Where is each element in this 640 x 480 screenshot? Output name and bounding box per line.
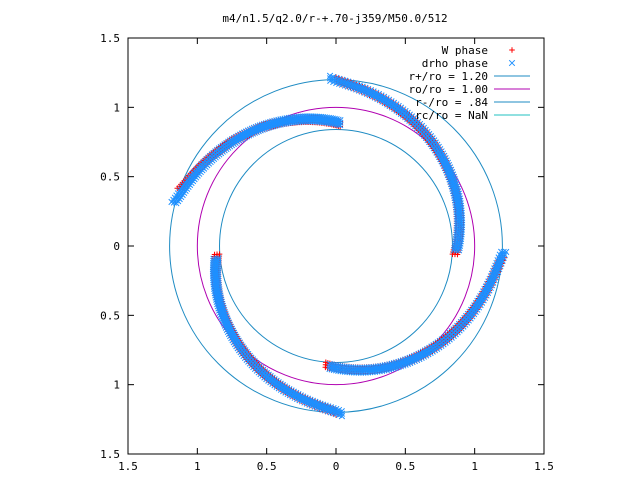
data-point	[252, 123, 260, 131]
data-point	[456, 244, 463, 252]
legend-entry-label: drho phase	[422, 57, 488, 70]
data-point	[219, 316, 226, 323]
axes-ticks: 1.5 1 0.5 0 0.5 1 1.51.510.500.511.5	[100, 32, 554, 473]
x-tick-label: 1	[471, 460, 478, 473]
data-point	[244, 127, 252, 134]
data-point	[212, 255, 220, 262]
data-point	[458, 209, 465, 217]
data-point	[242, 128, 250, 135]
x-tick-label: 0.5	[395, 460, 415, 473]
y-tick-label: 1.5	[100, 32, 120, 45]
x-tick-label: 1	[194, 460, 201, 473]
y-tick-label: 0.5	[100, 309, 120, 322]
y-tick-label: 1	[113, 379, 120, 392]
legend-entry-label: ro/ro = 1.00	[409, 83, 488, 96]
data-point	[509, 47, 515, 53]
data-point	[256, 122, 264, 129]
y-tick-label: 1	[113, 101, 120, 114]
data-point	[218, 313, 225, 321]
data-point	[335, 116, 342, 123]
x-tick-label: 1.5	[534, 460, 554, 473]
legend-entry-label: r-/ro = .84	[415, 96, 488, 109]
y-tick-label: 0	[113, 240, 120, 253]
data-point	[217, 311, 224, 319]
data-point	[240, 129, 248, 136]
data-point	[258, 121, 266, 128]
data-point	[337, 119, 344, 126]
x-tick-label: 0	[333, 460, 340, 473]
data-point	[238, 130, 246, 137]
data-point	[454, 251, 461, 258]
data-point	[326, 363, 333, 370]
circle-ro	[196, 106, 476, 386]
data-point	[246, 126, 254, 133]
x-tick-label: 1.5	[118, 460, 138, 473]
data-point	[395, 363, 402, 371]
data-point	[254, 123, 262, 130]
legend-entry-label: W phase	[442, 44, 488, 57]
data-point	[458, 207, 465, 214]
data-point	[328, 366, 335, 373]
legend-entry-label: rc/ro = NaN	[415, 109, 488, 122]
data-point	[326, 365, 333, 373]
x-tick-label: 0.5	[257, 460, 277, 473]
data-point	[216, 307, 223, 314]
data-point	[262, 120, 270, 127]
data-point	[455, 247, 463, 254]
data-point	[337, 122, 344, 129]
data-point	[260, 120, 268, 128]
data-points	[168, 47, 516, 420]
data-point	[219, 318, 227, 325]
data-point	[508, 59, 516, 67]
chart-title: m4/n1.5/q2.0/r-+.70-j359/M50.0/512	[222, 12, 447, 25]
data-point	[211, 251, 218, 258]
circle-r-	[219, 129, 453, 363]
data-point	[450, 246, 458, 254]
data-point	[216, 309, 224, 316]
data-point	[215, 255, 222, 262]
y-tick-label: 1.5	[100, 448, 120, 461]
data-point	[210, 255, 217, 263]
data-point	[250, 124, 258, 131]
data-point	[453, 247, 460, 254]
data-point	[337, 117, 344, 124]
data-point	[326, 360, 333, 368]
data-point	[248, 125, 256, 132]
y-tick-label: 0.5	[100, 171, 120, 184]
legend-entry-label: r+/ro = 1.20	[409, 70, 488, 83]
